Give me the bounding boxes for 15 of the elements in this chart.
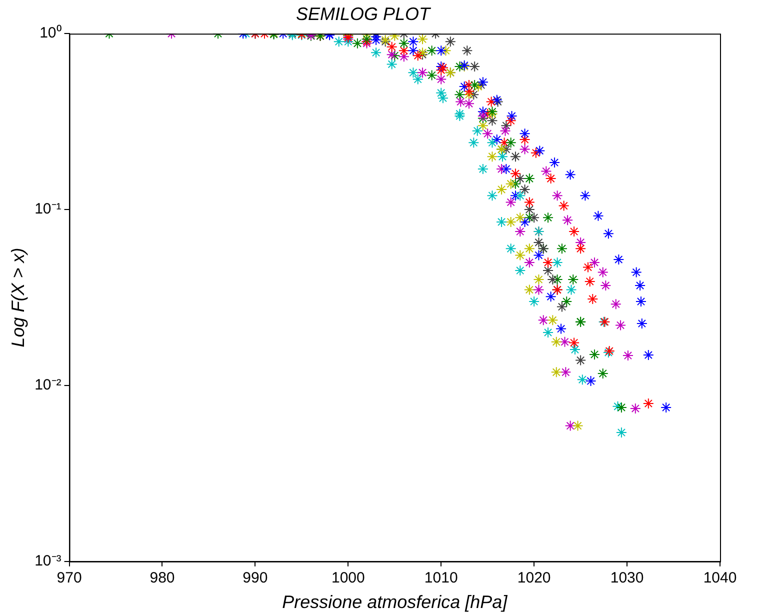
x-tick-label: 1020 <box>517 570 551 587</box>
x-tick-label: 1000 <box>331 570 365 587</box>
x-tick-label: 970 <box>56 570 82 587</box>
chart-title: SEMILOG PLOT <box>296 4 432 24</box>
y-tick-label: 10⁰ <box>40 24 62 42</box>
x-tick-label: 1030 <box>610 570 644 587</box>
x-tick-label: 1040 <box>703 570 737 587</box>
y-tick-label: 10⁻¹ <box>34 200 62 218</box>
x-tick-label: 1010 <box>424 570 458 587</box>
y-tick-label: 10⁻³ <box>34 552 62 570</box>
y-axis-title: Log F(X > x) <box>8 248 28 348</box>
x-tick-label: 980 <box>150 570 175 587</box>
x-tick-label: 990 <box>242 570 268 587</box>
y-tick-label: 10⁻² <box>34 376 62 394</box>
x-axis-title: Pressione atmosferica [hPa] <box>282 592 508 612</box>
